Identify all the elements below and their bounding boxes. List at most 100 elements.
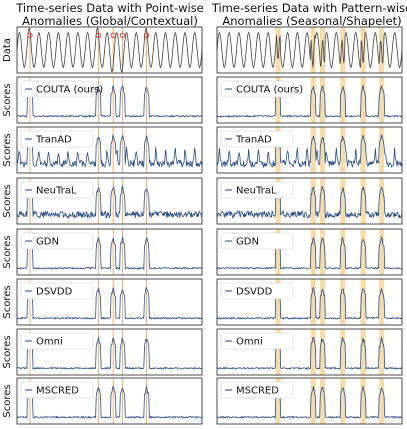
anomaly-band	[319, 127, 326, 173]
legend-box	[20, 80, 94, 98]
anomaly-band	[275, 229, 281, 275]
row-ylabel: Scores	[2, 83, 13, 116]
row-ylabel: Scores	[2, 285, 13, 318]
legend-label: NeuTraL	[36, 186, 77, 197]
anomaly-band	[319, 279, 326, 325]
anomaly-band	[340, 229, 346, 275]
anomaly-band	[360, 378, 366, 424]
legend-label: DSVDD	[36, 287, 73, 298]
anomaly-band	[319, 178, 326, 224]
anomaly-band	[319, 329, 326, 375]
legend-box	[220, 282, 294, 300]
legend: GDN	[20, 232, 94, 250]
panel-frame	[16, 278, 203, 326]
panel-c1-r0	[216, 26, 403, 74]
legend-box	[20, 130, 94, 148]
score-series-line	[16, 235, 203, 271]
anomaly-band	[379, 127, 385, 173]
score-series-line	[16, 286, 203, 320]
panel-frame	[216, 126, 403, 174]
legend: DSVDD	[20, 282, 94, 300]
panel-c1-r4: GDN	[216, 228, 403, 276]
legend-label: COUTA (ours)	[236, 85, 303, 96]
score-series-line	[216, 285, 403, 320]
anomaly-band	[340, 329, 346, 375]
legend-box	[20, 282, 94, 300]
anomaly-band	[275, 279, 281, 325]
legend-box	[220, 130, 294, 148]
legend: COUTA (ours)	[220, 80, 303, 98]
data-series-line	[16, 27, 203, 73]
panel-c0-r6: Omni Scores	[2, 328, 203, 376]
anomaly-band	[379, 229, 385, 275]
panel-frame	[216, 26, 403, 74]
score-series-line	[216, 134, 403, 169]
anomaly-band	[360, 27, 366, 73]
row-ylabel: Scores	[2, 184, 13, 217]
legend: TranAD	[20, 130, 94, 148]
legend-label: COUTA (ours)	[36, 85, 103, 96]
panel-c1-r1: COUTA (ours)	[216, 76, 403, 124]
anomaly-point	[95, 32, 102, 38]
anomaly-band	[310, 279, 316, 325]
anomaly-band	[275, 378, 281, 424]
panel-c0-r0: Data	[2, 26, 203, 74]
anomaly-band	[275, 77, 281, 123]
panel-frame	[16, 76, 203, 124]
legend: NeuTraL	[220, 181, 294, 199]
legend: MSCRED	[220, 381, 294, 399]
score-series-line	[16, 133, 203, 169]
panel-frame	[216, 278, 403, 326]
panel-frame	[16, 126, 203, 174]
score-series-line	[216, 386, 403, 420]
legend-label: GDN	[36, 237, 59, 248]
anomaly-band	[319, 378, 326, 424]
panel-c0-r1: COUTA (ours) Scores	[2, 76, 203, 124]
panel-c0-r3: NeuTraL Scores	[2, 177, 203, 225]
row-ylabel: Scores	[2, 335, 13, 368]
anomaly-band	[310, 229, 316, 275]
score-series-line	[216, 84, 403, 119]
legend-label: Omni	[36, 337, 63, 348]
anomaly-band	[340, 178, 346, 224]
anomaly-band	[360, 77, 366, 123]
legend: Omni	[20, 332, 94, 350]
legend-label: NeuTraL	[236, 186, 277, 197]
panel-c1-r7: MSCRED	[216, 377, 403, 425]
col0-title-line1: Time-series Data with Point-wise	[15, 1, 204, 15]
legend-label: Omni	[236, 337, 263, 348]
data-series-line	[216, 31, 403, 69]
legend-label: MSCRED	[236, 386, 279, 397]
legend-label: TranAD	[235, 135, 272, 146]
anomaly-point	[143, 32, 150, 38]
panel-frame	[16, 228, 203, 276]
anomaly-band	[360, 279, 366, 325]
panel-c0-r7: MSCRED Scores	[2, 377, 203, 425]
legend-label: MSCRED	[36, 386, 79, 397]
anomaly-point	[110, 32, 116, 38]
panel-frame	[216, 177, 403, 225]
anomaly-band	[310, 378, 316, 424]
col1-title-line1: Time-series Data with Pattern-wise	[211, 1, 407, 15]
legend-box	[20, 181, 94, 199]
legend-label: GDN	[236, 237, 259, 248]
panel-c1-r6: Omni	[216, 328, 403, 376]
legend: MSCRED	[20, 381, 94, 399]
anomaly-point	[27, 32, 33, 38]
legend: TranAD	[220, 130, 294, 148]
panel-frame	[216, 228, 403, 276]
anomaly-band	[310, 178, 316, 224]
panel-frame	[16, 26, 203, 74]
row-ylabel: Scores	[2, 133, 13, 166]
score-series-line	[216, 185, 403, 220]
anomaly-point	[119, 32, 126, 38]
anomaly-band	[340, 378, 346, 424]
anomaly-band	[275, 329, 281, 375]
legend-box	[20, 381, 94, 399]
anomaly-band	[360, 178, 366, 224]
anomaly-band	[310, 27, 316, 73]
panel-frame	[16, 377, 203, 425]
panel-c0-r5: DSVDD Scores	[2, 278, 203, 326]
legend-box	[20, 332, 94, 350]
